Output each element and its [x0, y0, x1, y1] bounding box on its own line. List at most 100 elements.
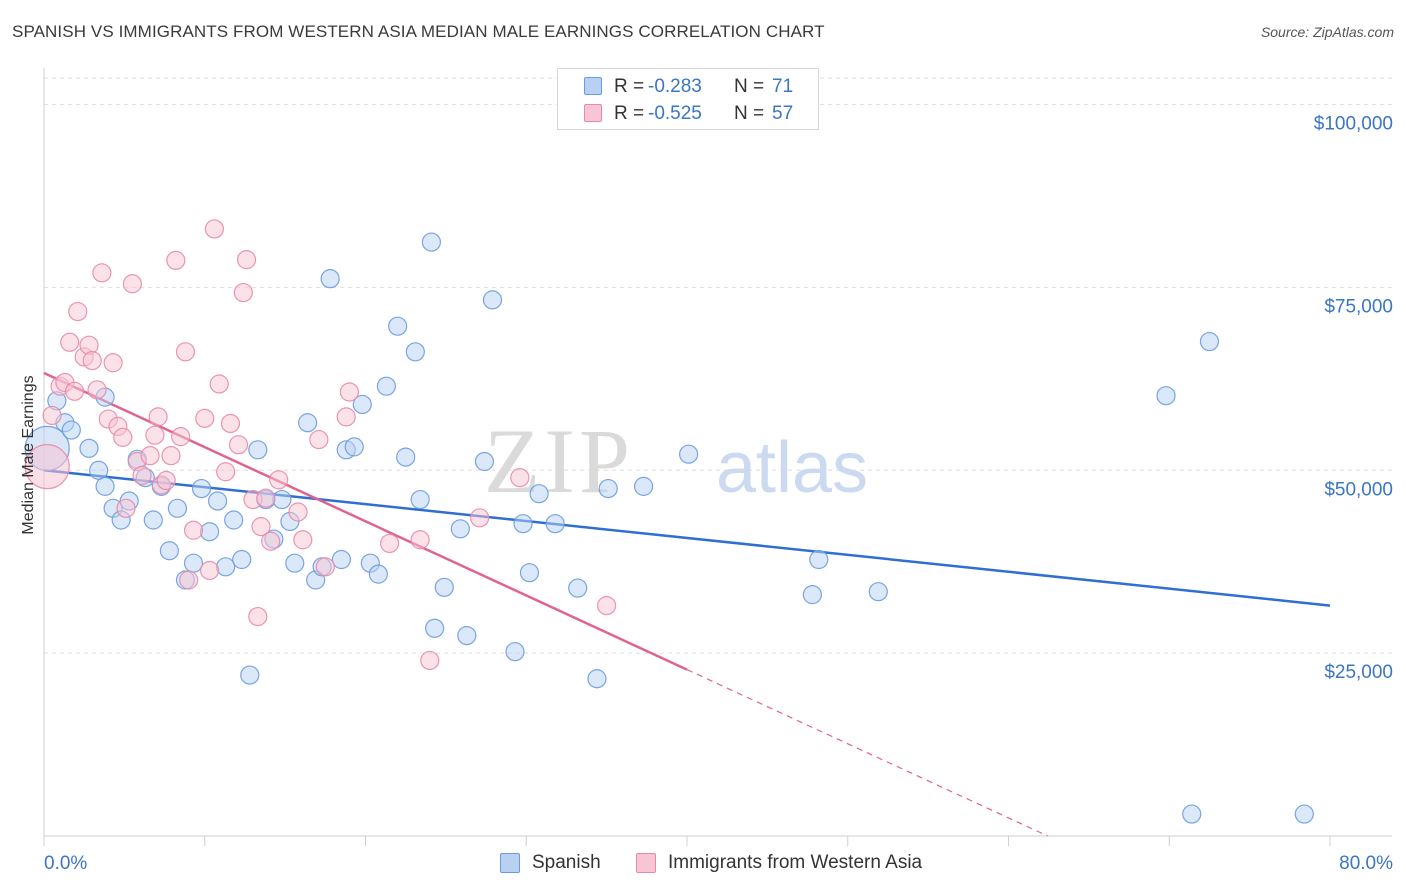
spanish-point: [457, 625, 477, 646]
spanish-point: [410, 489, 430, 510]
spanish-trend-line: [43, 469, 1331, 607]
watermark-atlas: atlas: [716, 428, 868, 508]
spanish-point: [298, 413, 318, 433]
spanish-point: [232, 549, 252, 570]
western-asia-point: [410, 530, 430, 550]
spanish-point: [868, 582, 888, 602]
spanish-point: [809, 549, 829, 570]
spanish-point: [519, 563, 540, 583]
data-points: [24, 219, 1314, 824]
western-asia-point: [199, 560, 220, 581]
spanish-point: [272, 489, 292, 510]
spanish-point: [285, 553, 305, 573]
spanish-point: [802, 585, 822, 605]
legend-n-value: 57: [772, 103, 794, 124]
western-asia-point: [256, 488, 276, 508]
spanish-point: [320, 269, 340, 289]
western-asia-point: [68, 301, 88, 322]
western-asia-point: [597, 595, 617, 616]
western-asia-point: [233, 282, 253, 303]
western-asia-point: [116, 498, 136, 518]
spanish-point: [208, 491, 228, 511]
spanish-point: [434, 577, 454, 597]
spanish-point: [376, 376, 396, 396]
western-asia-point: [251, 517, 271, 537]
spanish-point: [167, 498, 188, 518]
western-asia-point: [339, 382, 360, 402]
spanish-point: [224, 510, 244, 530]
spanish-point: [183, 553, 204, 573]
western-asia-point: [315, 557, 335, 577]
chart-title: SPANISH VS IMMIGRANTS FROM WESTERN ASIA …: [12, 22, 825, 41]
y-axis-label: Median Male Earnings: [20, 375, 37, 534]
spanish-point: [1182, 804, 1202, 824]
western-asia-point: [42, 405, 62, 426]
western-asia-point: [293, 530, 313, 550]
tick-labels: $25,000 $50,000 $75,000 $100,000 0.0% 80.0%: [44, 114, 1393, 874]
legend-swatch-spanish: [500, 853, 520, 873]
spanish-point: [388, 316, 408, 336]
spanish-point: [199, 522, 220, 542]
spanish-point: [545, 514, 565, 534]
western-asia-point: [92, 263, 112, 283]
spanish-point: [505, 642, 525, 662]
western-asia-point: [309, 429, 329, 450]
legend-swatch-spanish: [584, 77, 602, 95]
western-asia-point: [420, 650, 440, 671]
western-asia-point: [228, 435, 249, 455]
western-asia-point: [204, 219, 224, 239]
spanish-point: [396, 447, 416, 467]
western-asia-point: [122, 274, 143, 294]
western-asia-point: [24, 444, 70, 490]
spanish-point: [1156, 386, 1176, 406]
western-asia-point: [140, 446, 160, 466]
western-asia-point: [183, 520, 204, 540]
western-asia-point: [261, 531, 281, 551]
series-legend: Spanish Immigrants from Western Asia: [0, 852, 1406, 878]
spanish-point: [450, 519, 470, 539]
y-tick-label: $50,000: [1324, 479, 1393, 500]
spanish-point: [143, 510, 163, 530]
y-tick-label: $25,000: [1324, 662, 1393, 683]
spanish-point: [331, 549, 351, 570]
western-asia-point: [113, 427, 133, 447]
legend-swatch-western-asia: [584, 104, 602, 122]
western-asia-point: [216, 462, 236, 482]
y-tick-label: $75,000: [1324, 296, 1393, 317]
legend-n-label: N =: [734, 76, 765, 97]
spanish-point: [529, 484, 549, 504]
spanish-point: [679, 444, 699, 464]
y-tick-label: $100,000: [1314, 114, 1393, 135]
western-asia-point: [161, 446, 181, 466]
correlation-legend: R = -0.283 N = 71 R = -0.525 N = 57: [557, 68, 819, 130]
legend-row-western-asia: R = -0.525 N = 57: [558, 101, 818, 127]
spanish-point: [474, 451, 495, 472]
spanish-point: [405, 342, 425, 362]
spanish-point: [159, 541, 179, 561]
x-tick-label: 80.0%: [1339, 853, 1393, 874]
legend-n-label: N =: [734, 103, 765, 124]
legend-label-western-asia: Immigrants from Western Asia: [668, 852, 923, 873]
legend-r-value: -0.525: [648, 103, 702, 124]
western-asia-point: [156, 470, 176, 491]
western-asia-point: [103, 353, 123, 373]
legend-r-value: -0.283: [648, 76, 702, 97]
western-asia-point: [269, 470, 289, 490]
western-asia-point: [470, 508, 490, 528]
spanish-point: [513, 514, 533, 534]
western-asia-point: [220, 413, 241, 434]
western-asia-point: [175, 342, 196, 362]
spanish-point: [89, 460, 109, 480]
legend-r-label: R =: [614, 103, 645, 124]
western-asia-point: [236, 250, 257, 270]
legend-r-label: R =: [614, 76, 645, 97]
western-asia-point: [148, 407, 168, 427]
spanish-point: [248, 440, 268, 460]
western-asia-point: [336, 407, 356, 427]
western-asia-point: [132, 465, 152, 486]
spanish-point: [61, 420, 81, 440]
spanish-point: [216, 557, 236, 577]
spanish-point: [191, 478, 212, 499]
western-asia-point: [64, 381, 85, 401]
legend-swatch-western-asia: [636, 853, 656, 873]
